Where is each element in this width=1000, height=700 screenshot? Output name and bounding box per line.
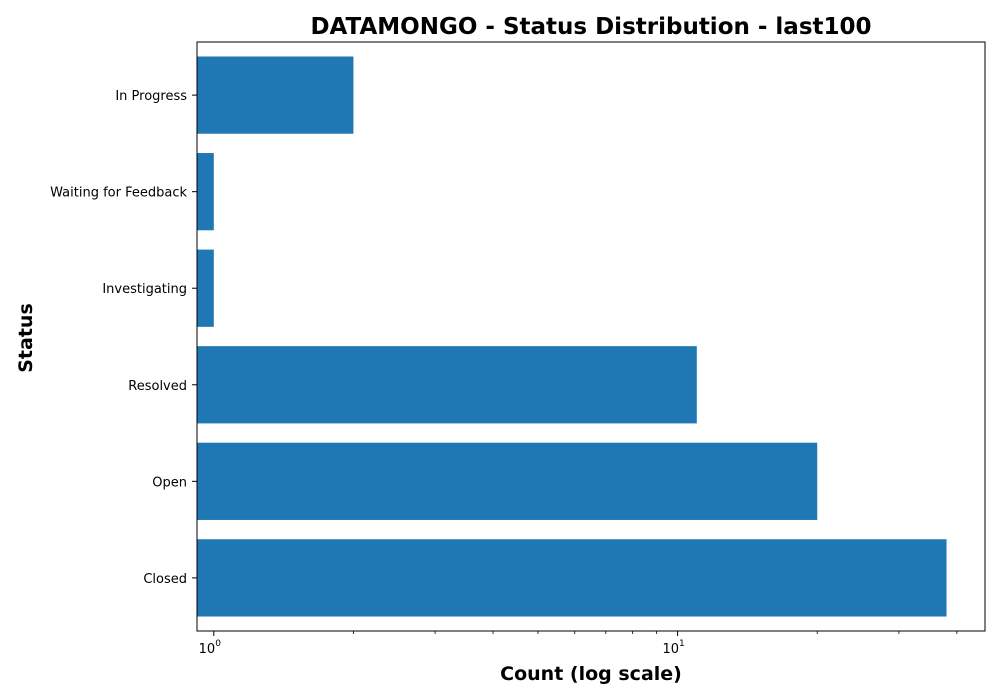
axes-frame [196, 41, 986, 632]
y-tick-label: In Progress [115, 89, 187, 104]
bar-in-progress [197, 56, 354, 134]
bar-resolved [197, 346, 697, 424]
y-tick-label: Investigating [102, 282, 187, 297]
y-tick-label: Resolved [128, 379, 187, 394]
chart-title: DATAMONGO - Status Distribution - last10… [310, 14, 871, 40]
y-tick-label: Waiting for Feedback [50, 186, 187, 201]
bar-investigating [197, 249, 214, 327]
plot-area: Closed Open Resolved Investigating Waiting f… [50, 41, 986, 657]
bar-open [197, 442, 818, 520]
y-tick-label: Open [152, 475, 187, 490]
bar-waiting-for-feedback [197, 153, 214, 231]
x-tick-label: 100 [199, 639, 222, 657]
y-tick-label: Closed [143, 572, 187, 587]
x-axis-label: Count (log scale) [500, 663, 682, 685]
bar-closed [197, 539, 947, 617]
y-axis-label: Status [15, 303, 37, 373]
x-tick-label: 101 [662, 639, 684, 657]
